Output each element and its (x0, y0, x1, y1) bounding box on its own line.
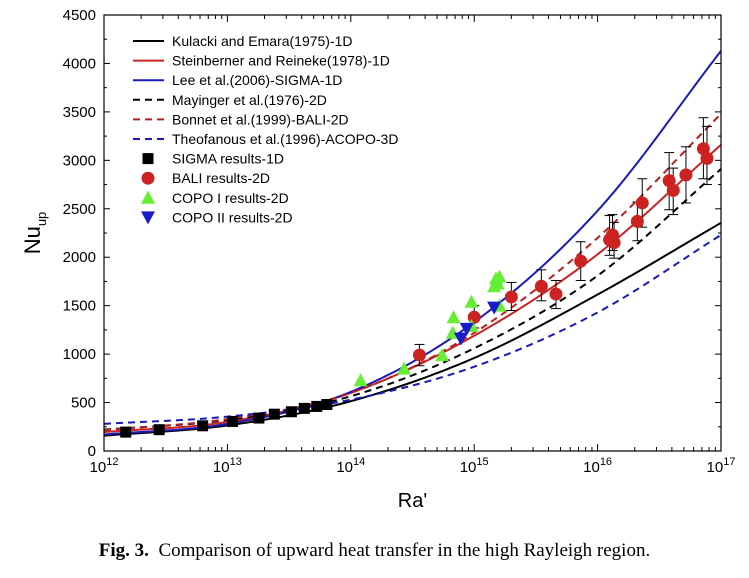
x-tick-label-5: 1017 (707, 456, 736, 476)
x-tick-exponent: 16 (600, 456, 612, 468)
data-point (253, 412, 265, 424)
x-tick-label-1: 1013 (213, 456, 242, 476)
legend-series-label-2: COPO I results-2D (172, 190, 289, 206)
x-tick-exponent: 15 (476, 456, 488, 468)
x-tick-label-4: 1016 (583, 456, 612, 476)
data-point (630, 214, 644, 228)
data-point (153, 424, 165, 436)
legend-marker-2 (141, 190, 155, 204)
data-point (635, 196, 649, 210)
legend-label-2: Lee et al.(2006)-SIGMA-1D (172, 72, 342, 88)
legend-marker-1 (141, 171, 155, 185)
data-point (492, 269, 507, 283)
data-point (464, 294, 479, 308)
data-point (574, 254, 588, 268)
x-tick-base: 10 (460, 459, 477, 476)
y-tick-label-3: 1500 (63, 298, 96, 315)
data-point (285, 406, 297, 418)
data-point (607, 236, 621, 250)
y-tick-label-5: 2500 (63, 201, 96, 218)
x-tick-label-2: 1014 (336, 456, 365, 476)
data-point (453, 332, 468, 346)
y-tick-label-8: 4000 (63, 55, 96, 72)
curve-2 (104, 50, 721, 436)
y-tick-label-4: 2000 (63, 249, 96, 266)
data-point (534, 279, 548, 293)
curve-4 (104, 113, 721, 432)
x-tick-base: 10 (583, 459, 600, 476)
x-tick-base: 10 (90, 459, 107, 476)
y-tick-label-9: 4500 (63, 7, 96, 24)
legend-label-1: Steinberner and Reineke(1978)-1D (172, 53, 390, 69)
caption-label: Fig. 3. (98, 540, 149, 561)
data-point (311, 400, 323, 412)
curves-group (104, 50, 721, 437)
data-point (467, 310, 481, 324)
x-tick-base: 10 (707, 459, 724, 476)
legend-series-label-0: SIGMA results-1D (172, 151, 284, 167)
figure-caption: Fig. 3. Comparison of upward heat transf… (0, 540, 749, 562)
y-axis-label-sub: up (34, 212, 49, 226)
x-tick-exponent: 17 (723, 456, 735, 468)
data-point (490, 276, 505, 290)
data-point (666, 183, 680, 197)
legend-marker-3 (141, 211, 155, 225)
y-tick-label-1: 500 (71, 395, 96, 412)
data-point (412, 348, 426, 362)
y-tick-label-7: 3500 (63, 104, 96, 121)
y-tick-label-0: 0 (88, 443, 96, 460)
data-point (120, 426, 132, 438)
data-point (397, 361, 412, 375)
data-point (298, 402, 310, 414)
curve-0 (104, 221, 721, 437)
data-point (549, 287, 563, 301)
x-tick-base: 10 (336, 459, 353, 476)
y-tick-label-2: 1000 (63, 346, 96, 363)
data-point (435, 348, 450, 362)
data-point (197, 420, 209, 432)
x-tick-exponent: 12 (106, 456, 118, 468)
y-tick-label-6: 3000 (63, 152, 96, 169)
legend-label-4: Bonnet et al.(1999)-BALI-2D (172, 111, 349, 127)
data-point (679, 168, 693, 182)
x-tick-label-0: 1012 (90, 456, 119, 476)
y-axis-label-main: Nu (20, 226, 45, 254)
data-point (700, 151, 714, 165)
legend-label-3: Mayinger et al.(1976)-2D (172, 92, 327, 108)
x-tick-exponent: 13 (230, 456, 242, 468)
caption-text: Comparison of upward heat transfer in th… (158, 540, 651, 561)
curve-5 (104, 234, 721, 425)
data-point (268, 408, 280, 420)
data-point (459, 322, 474, 336)
curve-1 (104, 144, 721, 434)
data-point (504, 290, 518, 304)
data-point (227, 415, 239, 427)
legend-series-label-3: COPO II results-2D (172, 209, 293, 225)
x-tick-exponent: 14 (353, 456, 365, 468)
legend: Kulacki and Emara(1975)-1D Steinberner an… (133, 33, 398, 225)
data-point (321, 398, 333, 410)
curve-3 (104, 168, 721, 431)
legend-label-5: Theofanous et al.(1996)-ACOPO-3D (172, 131, 398, 147)
x-tick-base: 10 (213, 459, 230, 476)
series-1 (412, 117, 714, 367)
series-3 (453, 301, 502, 346)
data-point (487, 301, 502, 315)
legend-series-label-1: BALI results-2D (172, 170, 270, 186)
data-point (353, 373, 368, 387)
series-0 (120, 398, 333, 438)
legend-label-0: Kulacki and Emara(1975)-1D (172, 33, 353, 49)
x-axis-label: Ra' (398, 490, 427, 512)
x-tick-label-3: 1015 (460, 456, 489, 476)
legend-marker-0 (142, 153, 154, 165)
data-point (446, 310, 461, 324)
y-axis-label: Nuup (20, 212, 49, 255)
